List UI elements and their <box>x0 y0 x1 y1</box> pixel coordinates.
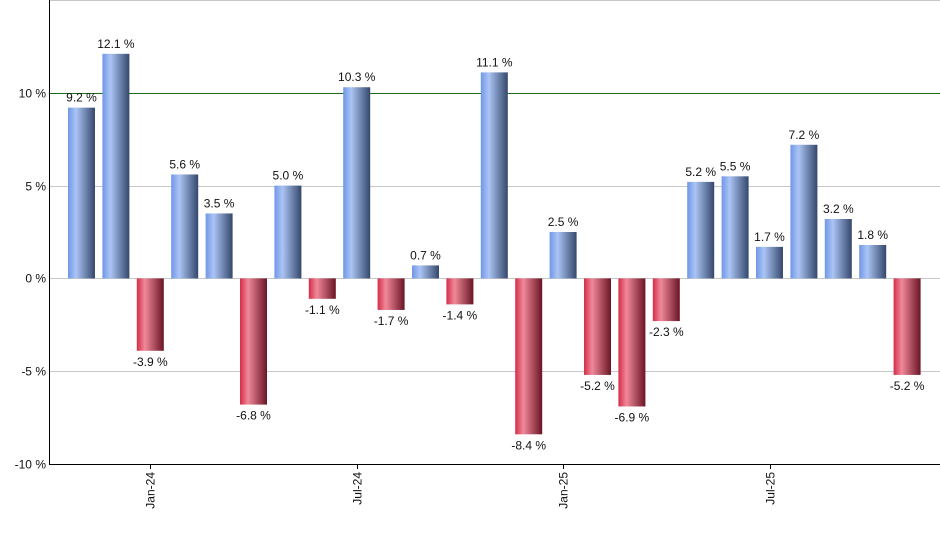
data-label: 11.1 % <box>476 55 513 69</box>
data-label: 5.2 % <box>685 165 716 179</box>
axes: 10 % 5 % 0 % -5 % -10 % Jan-24 Jul-24 Jan-25 Jul… <box>15 0 940 509</box>
data-label: -5.2 % <box>890 379 925 393</box>
x-tick-label: Jan-24 <box>144 472 158 509</box>
data-label: -1.4 % <box>443 308 478 322</box>
bar-Jun-24 <box>308 278 336 299</box>
bar-Sep-24 <box>412 265 439 279</box>
data-label: -8.4 % <box>511 438 546 452</box>
data-label: -3.9 % <box>133 355 168 369</box>
y-tick-label: 0 % <box>25 272 46 286</box>
x-tick-label: Jul-25 <box>764 472 778 505</box>
data-label: 3.5 % <box>204 196 235 210</box>
data-label: 12.1 % <box>97 37 135 51</box>
data-label: 5.5 % <box>720 159 751 173</box>
data-label: 0.7 % <box>410 248 441 262</box>
data-label: 1.8 % <box>857 228 888 242</box>
data-label: 5.6 % <box>169 157 200 171</box>
data-label: -1.7 % <box>374 314 409 328</box>
bar-Feb-24 <box>171 174 199 279</box>
bar-Nov-24 <box>480 72 508 279</box>
bar-Jul-24 <box>343 87 371 279</box>
bar-May-24 <box>274 185 302 279</box>
bar-Jan-25 <box>549 232 577 279</box>
bar-Feb-25 <box>584 278 611 375</box>
bar-Apr-25 <box>652 278 680 322</box>
bar-Oct-25 <box>859 244 887 279</box>
y-tick-label: -10 % <box>15 458 47 472</box>
bars <box>68 53 921 435</box>
data-label: 5.0 % <box>273 169 304 183</box>
bar-Apr-24 <box>240 278 267 405</box>
data-label: -6.9 % <box>615 410 650 424</box>
bar-Nov-25 <box>893 278 921 375</box>
bar-Oct-24 <box>446 278 474 305</box>
x-tick-label: Jul-24 <box>351 472 365 505</box>
bar-May-25 <box>687 181 715 279</box>
bar-Jul-25 <box>756 246 783 279</box>
bar-Aug-25 <box>790 144 818 279</box>
bar-Dec-23 <box>102 53 130 279</box>
bar-Jan-24 <box>136 278 164 351</box>
y-tick-label: 5 % <box>25 180 46 194</box>
data-label: -6.8 % <box>236 409 271 423</box>
data-label: 3.2 % <box>823 202 854 216</box>
data-label: -5.2 % <box>580 379 615 393</box>
data-label: 1.7 % <box>754 230 785 244</box>
bar-Sep-25 <box>824 219 852 279</box>
y-tick-label: -5 % <box>21 365 46 379</box>
bar-Aug-24 <box>377 278 405 310</box>
bar-Nov-23 <box>68 107 95 279</box>
data-label: 7.2 % <box>789 128 820 142</box>
data-labels: 9.2 % 12.1 % -3.9 % 5.6 % 3.5 % -6.8 % 5.0 % -1… <box>66 37 925 452</box>
data-label: 9.2 % <box>66 91 97 105</box>
data-label: -2.3 % <box>649 325 684 339</box>
bar-Mar-25 <box>618 278 646 407</box>
data-label: 2.5 % <box>548 215 579 229</box>
data-label: 10.3 % <box>338 70 376 84</box>
data-label: -1.1 % <box>305 303 340 317</box>
bar-Jun-25 <box>721 176 749 279</box>
bar-Mar-24 <box>205 213 233 279</box>
y-tick-label: 10 % <box>19 87 47 101</box>
x-tick-label: Jan-25 <box>557 472 571 509</box>
bar-Dec-24 <box>515 278 543 435</box>
